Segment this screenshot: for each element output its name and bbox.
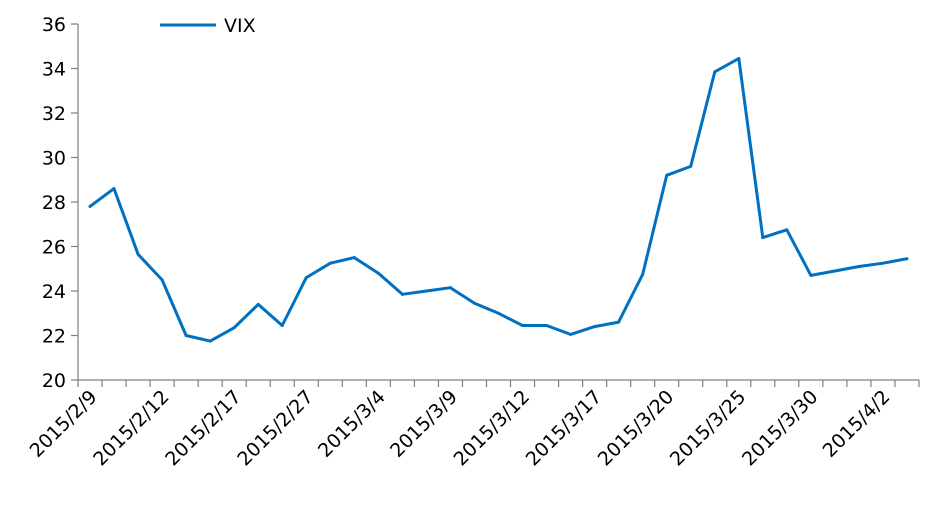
data-point-23	[641, 272, 645, 276]
data-point-27	[737, 56, 741, 60]
data-point-21	[593, 325, 597, 329]
data-point-22	[617, 320, 621, 324]
y-axis: 20 22 24 26 28 30 32 34 36	[42, 14, 79, 392]
data-point-6	[232, 326, 236, 330]
y-tick-label-22: 22	[42, 326, 66, 348]
data-point-13	[400, 292, 404, 296]
data-point-2	[136, 252, 140, 256]
x-tick-label-0: 2015/2/9	[26, 386, 102, 462]
data-point-5	[208, 339, 212, 343]
data-point-18	[521, 323, 525, 327]
y-tick-label-28: 28	[42, 192, 66, 214]
x-tick-label-2: 2015/2/17	[161, 386, 245, 470]
x-tick-label-11: 2015/4/2	[819, 386, 895, 462]
series-line-vix	[89, 57, 908, 343]
data-point-30	[809, 273, 813, 277]
data-point-3	[160, 278, 164, 282]
x-tick-label-9: 2015/3/25	[666, 386, 750, 470]
data-point-17	[497, 311, 500, 315]
data-point-0	[88, 204, 92, 208]
data-point-31	[833, 269, 837, 273]
y-tick-label-34: 34	[42, 59, 66, 81]
x-tick-label-5: 2015/3/9	[386, 386, 462, 462]
x-tick-label-6: 2015/3/12	[450, 386, 534, 470]
y-tick-label-24: 24	[42, 281, 66, 303]
y-tick-label-26: 26	[42, 237, 66, 259]
data-point-29	[785, 228, 789, 232]
legend-label-vix: VIX	[224, 15, 256, 37]
y-tick-label-32: 32	[42, 103, 66, 125]
x-tick-label-1: 2015/2/12	[89, 386, 173, 470]
x-tick-label-8: 2015/3/20	[594, 386, 678, 470]
data-point-9	[304, 276, 308, 280]
data-point-33	[881, 261, 885, 265]
data-point-1	[112, 187, 116, 191]
x-tick-label-4: 2015/3/4	[314, 386, 390, 462]
x-tick-label-10: 2015/3/30	[738, 386, 822, 470]
data-point-26	[713, 70, 717, 74]
data-point-10	[328, 261, 332, 265]
data-point-7	[256, 302, 260, 306]
data-point-12	[376, 271, 380, 275]
data-point-19	[545, 323, 549, 327]
series-layer	[88, 56, 909, 343]
data-point-28	[761, 236, 765, 240]
data-point-20	[569, 332, 573, 336]
data-point-25	[689, 164, 693, 168]
y-tick-label-20: 20	[42, 370, 66, 392]
x-tick-label-7: 2015/3/17	[522, 386, 606, 470]
data-point-14	[424, 289, 428, 293]
legend: VIX	[160, 15, 256, 37]
data-point-16	[472, 301, 476, 305]
data-point-32	[857, 265, 861, 269]
data-point-15	[448, 286, 452, 290]
data-point-34	[905, 257, 909, 261]
y-tick-label-36: 36	[42, 14, 66, 36]
data-point-11	[352, 256, 356, 260]
data-point-8	[280, 323, 284, 327]
x-tick-label-3: 2015/2/27	[233, 386, 317, 470]
data-point-24	[665, 173, 669, 177]
x-axis: 2015/2/92015/2/122015/2/172015/2/272015/…	[26, 379, 920, 470]
y-tick-label-30: 30	[42, 148, 66, 170]
data-point-4	[184, 334, 188, 337]
